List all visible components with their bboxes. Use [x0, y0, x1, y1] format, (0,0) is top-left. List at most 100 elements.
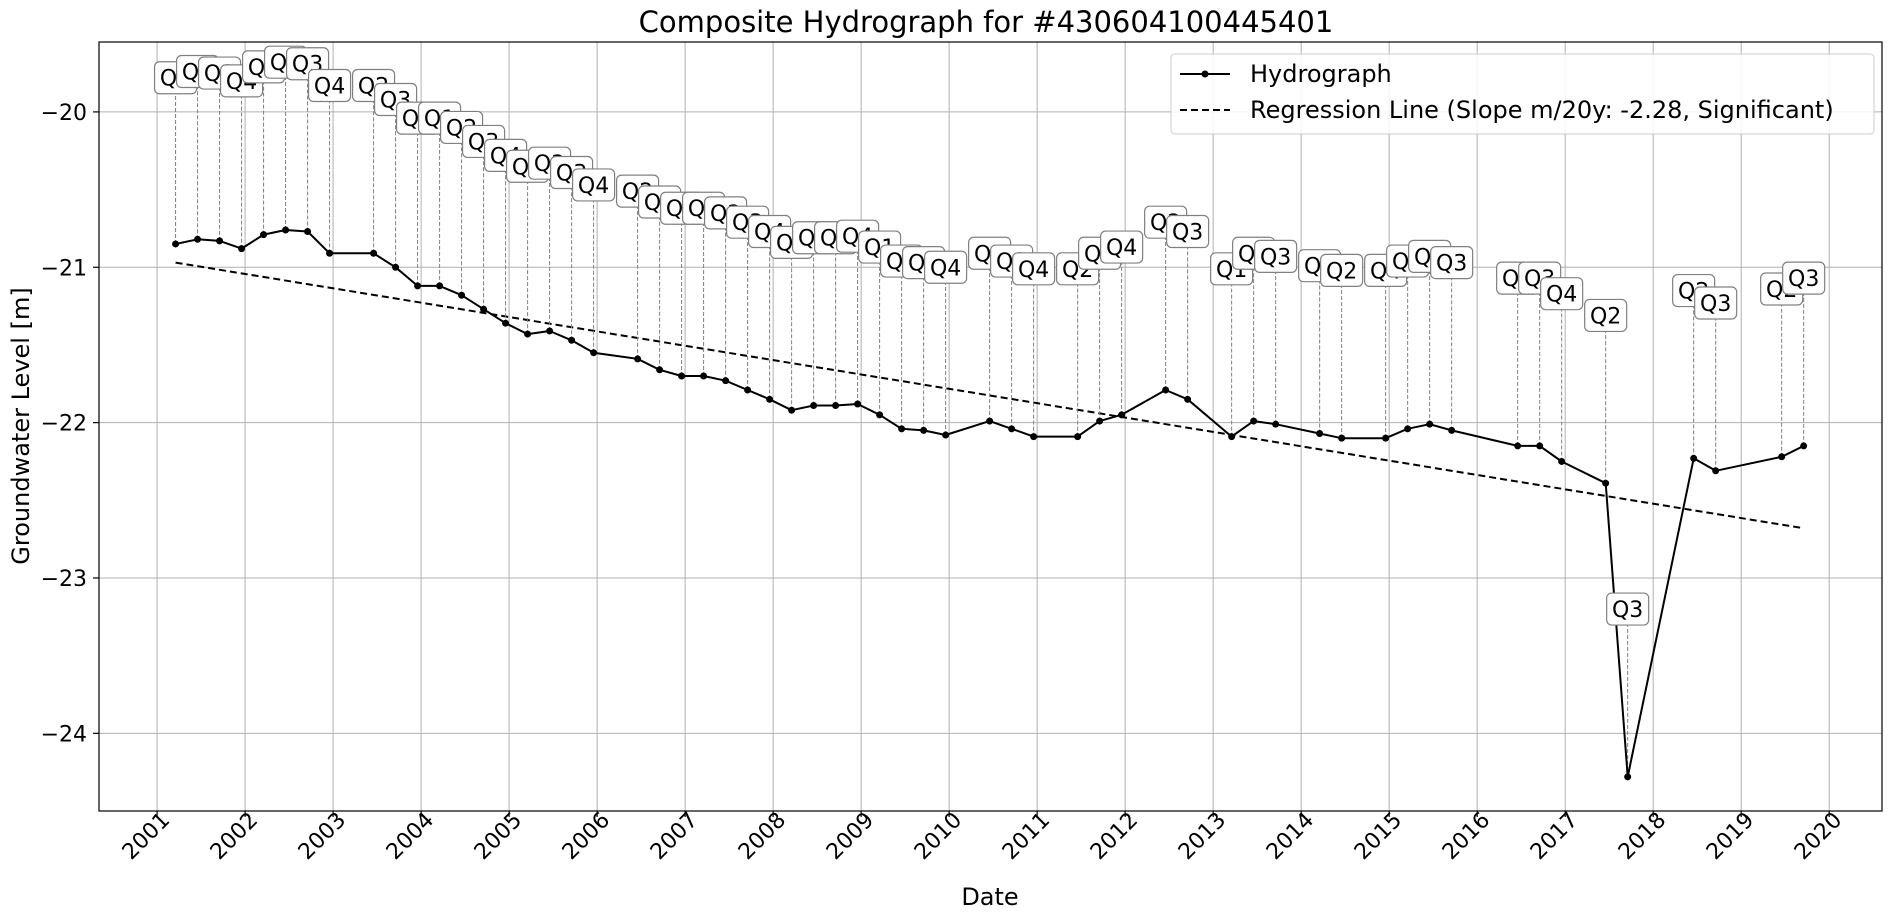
hydrograph-point	[876, 411, 884, 419]
hydrograph-point	[304, 228, 312, 236]
hydrograph-point	[1778, 453, 1786, 461]
quarter-label-text: Q3	[1436, 252, 1467, 277]
hydrograph-point	[172, 240, 180, 248]
hydrograph-point	[326, 249, 334, 257]
hydrograph-point	[1162, 386, 1170, 394]
quarter-label: Q3	[1166, 214, 1210, 249]
hydrograph-point	[1448, 426, 1456, 434]
hydrograph-point	[1690, 454, 1698, 462]
quarter-label-box	[1012, 252, 1056, 286]
hydrograph-point	[678, 372, 686, 380]
hydrograph-point	[1250, 417, 1258, 425]
quarter-label-box	[1254, 239, 1298, 273]
quarter-label-text: Q4	[930, 256, 961, 281]
hydrograph-point	[1558, 457, 1566, 465]
quarter-label: Q4	[1100, 230, 1144, 264]
hydrograph-point	[1272, 420, 1280, 428]
hydrograph-point	[810, 402, 818, 410]
hydrograph-point	[920, 426, 928, 434]
hydrograph-point	[854, 400, 862, 408]
hydrograph-point	[898, 425, 906, 433]
hydrograph-point	[1404, 425, 1412, 433]
x-axis-label: Date	[961, 883, 1018, 911]
hydrograph-point	[216, 237, 224, 245]
y-tick-label: −22	[41, 412, 87, 437]
hydrograph-point	[1008, 425, 1016, 433]
hydrograph-point	[1800, 442, 1808, 450]
hydrograph-point	[524, 330, 532, 338]
hydrograph-point	[436, 282, 444, 290]
quarter-label-text: Q3	[1612, 598, 1643, 623]
hydrograph-point	[1030, 433, 1038, 441]
hydrograph-point	[590, 349, 598, 357]
hydrograph-point	[1118, 411, 1126, 419]
quarter-label-text: Q3	[1788, 267, 1819, 292]
quarter-label-text: Q2	[1326, 259, 1357, 284]
hydrograph-point	[1228, 433, 1236, 441]
hydrograph-point	[1096, 417, 1104, 425]
quarter-label-text: Q4	[1018, 258, 1049, 283]
hydrograph-point	[414, 282, 422, 290]
quarter-label-box	[1694, 286, 1738, 320]
legend: Hydrograph Regression Line (Slope m/20y:…	[1170, 53, 1875, 135]
hydrograph-point	[370, 249, 378, 257]
hydrograph-point	[744, 386, 752, 394]
y-tick-label: −21	[41, 256, 87, 281]
quarter-label-box	[1584, 298, 1628, 333]
hydrograph-series	[172, 226, 1808, 781]
hydrograph-point	[656, 366, 664, 374]
hydrograph-point	[722, 377, 730, 385]
hydrograph-point	[766, 395, 774, 403]
quarter-label: Q3	[1694, 286, 1738, 320]
quarter-label-box	[1166, 214, 1210, 249]
y-axis-ticks: −20 −21 −22 −23 −24	[41, 101, 99, 747]
quarter-label: Q2	[1320, 253, 1364, 287]
quarter-label-box	[1606, 592, 1650, 626]
annotation-connectors	[175, 62, 1805, 777]
chart-title: Composite Hydrograph for #43060410044540…	[639, 5, 1334, 39]
hydrograph-point	[1514, 442, 1522, 450]
quarter-label-box	[1540, 277, 1584, 311]
hydrograph-point	[634, 355, 642, 363]
hydrograph-point	[238, 245, 246, 253]
quarter-label-box	[1320, 253, 1364, 287]
hydrograph-point	[1184, 395, 1192, 403]
hydrograph-point	[1536, 442, 1544, 450]
legend-hydrograph-label: Hydrograph	[1250, 60, 1392, 88]
hydrograph-point	[260, 231, 268, 239]
quarter-label: Q4	[1540, 277, 1584, 311]
hydrograph-point	[546, 327, 554, 335]
y-tick-label: −23	[41, 567, 87, 592]
hydrograph-point	[788, 406, 796, 414]
quarter-label-text: Q2	[1590, 304, 1621, 329]
plot-frame	[98, 41, 1883, 812]
quarter-label-box	[1782, 261, 1826, 295]
quarter-label: Q3	[1254, 239, 1298, 273]
hydrograph-point	[1338, 434, 1346, 442]
quarter-label: Q4	[924, 250, 968, 284]
quarter-label: Q3	[1430, 246, 1474, 280]
quarter-label: Q2	[1584, 298, 1628, 333]
quarter-label-box	[1100, 230, 1144, 264]
hydrograph-point	[1712, 467, 1720, 475]
hydrograph-point	[282, 226, 290, 234]
quarter-label-text: Q3	[1700, 292, 1731, 317]
y-axis-label: Groundwater Level [m]	[7, 287, 35, 564]
quarter-label-box	[924, 250, 968, 284]
quarter-label-text: Q4	[314, 74, 345, 99]
quarter-label: Q3	[1782, 261, 1826, 295]
hydrograph-point	[194, 235, 202, 243]
quarter-label-text: Q4	[1106, 236, 1137, 261]
hydrograph-point	[480, 305, 488, 313]
hydrograph-point	[568, 336, 576, 344]
hydrograph-point	[392, 263, 400, 271]
hydrograph-point	[1426, 420, 1434, 428]
quarter-label: Q4	[307, 68, 352, 103]
hydrograph-point	[502, 319, 510, 327]
legend-hydrograph-marker	[1201, 70, 1209, 78]
hydrograph-point	[942, 431, 950, 439]
y-tick-label: −20	[41, 101, 87, 126]
